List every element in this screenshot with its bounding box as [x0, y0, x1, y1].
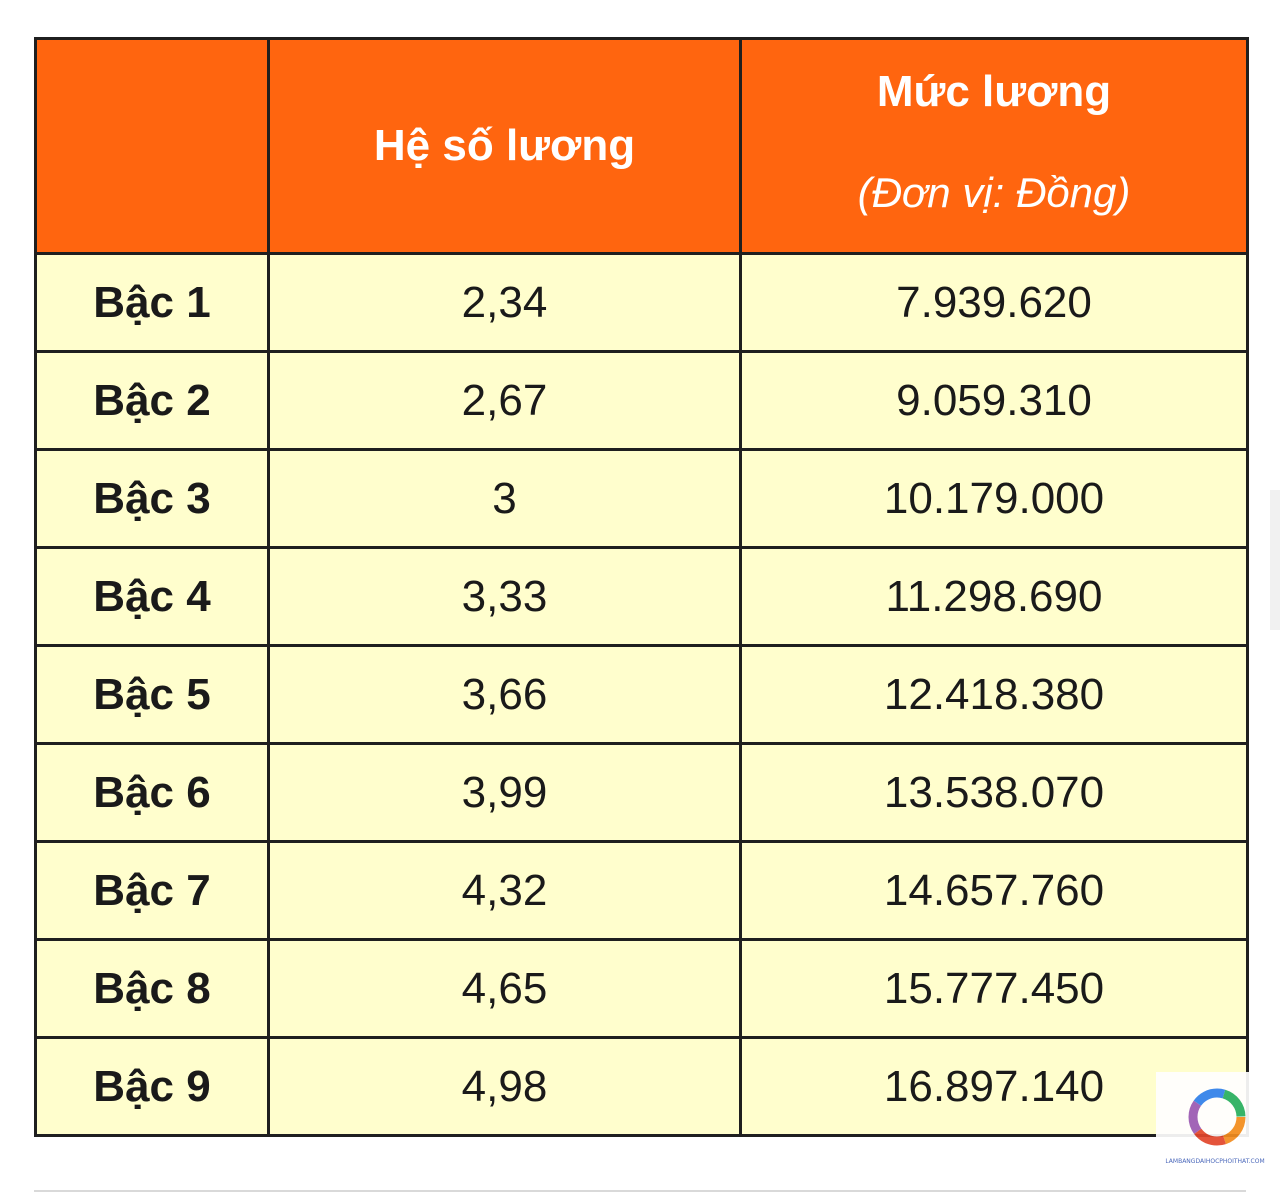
coefficient-cell: 2,67 [267, 350, 742, 451]
header-blank-cell [34, 37, 270, 255]
table-row: Bậc 2 2,67 9.059.310 [34, 350, 1249, 451]
salary-cell: 11.298.690 [739, 546, 1249, 647]
grade-cell: Bậc 8 [34, 938, 270, 1039]
table-row: Bậc 1 2,34 7.939.620 [34, 252, 1249, 353]
salary-cell: 15.777.450 [739, 938, 1249, 1039]
salary-cell: 12.418.380 [739, 644, 1249, 745]
salary-cell: 7.939.620 [739, 252, 1249, 353]
grade-cell: Bậc 5 [34, 644, 270, 745]
header-salary-title: Mức lương [876, 67, 1112, 116]
watermark: LAMBANGDAIHOCPHOITHAT.COM [1156, 1072, 1274, 1168]
grade-cell: Bậc 7 [34, 840, 270, 941]
coefficient-cell: 2,34 [267, 252, 742, 353]
grade-cell: Bậc 6 [34, 742, 270, 843]
salary-cell: 14.657.760 [739, 840, 1249, 941]
scrollbar-track[interactable] [1270, 490, 1280, 630]
salary-cell: 10.179.000 [739, 448, 1249, 549]
salary-table: Hệ số lương Mức lương (Đơn vị: Đồng) Bậc… [34, 37, 1249, 1137]
grade-cell: Bậc 1 [34, 252, 270, 353]
coefficient-cell: 4,98 [267, 1036, 742, 1137]
watermark-text: LAMBANGDAIHOCPHOITHAT.COM [1165, 1158, 1265, 1165]
header-salary-unit: (Đơn vị: Đồng) [857, 169, 1131, 216]
coefficient-cell: 3,66 [267, 644, 742, 745]
header-salary: Mức lương (Đơn vị: Đồng) [739, 37, 1249, 255]
coefficient-cell: 3 [267, 448, 742, 549]
table-row: Bậc 3 3 10.179.000 [34, 448, 1249, 549]
coefficient-cell: 4,32 [267, 840, 742, 941]
salary-cell: 13.538.070 [739, 742, 1249, 843]
page-divider [34, 1190, 1246, 1192]
coefficient-cell: 4,65 [267, 938, 742, 1039]
salary-cell: 9.059.310 [739, 350, 1249, 451]
table-row: Bậc 8 4,65 15.777.450 [34, 938, 1249, 1039]
table-header-row: Hệ số lương Mức lương (Đơn vị: Đồng) [34, 37, 1249, 255]
grade-cell: Bậc 4 [34, 546, 270, 647]
table-row: Bậc 4 3,33 11.298.690 [34, 546, 1249, 647]
coefficient-cell: 3,33 [267, 546, 742, 647]
table-row: Bậc 5 3,66 12.418.380 [34, 644, 1249, 745]
grade-cell: Bậc 2 [34, 350, 270, 451]
circular-logo-icon [1188, 1088, 1246, 1146]
table-row: Bậc 6 3,99 13.538.070 [34, 742, 1249, 843]
table-row: Bậc 7 4,32 14.657.760 [34, 840, 1249, 941]
table-row: Bậc 9 4,98 16.897.140 [34, 1036, 1249, 1137]
header-coefficient: Hệ số lương [267, 37, 742, 255]
grade-cell: Bậc 9 [34, 1036, 270, 1137]
grade-cell: Bậc 3 [34, 448, 270, 549]
coefficient-cell: 3,99 [267, 742, 742, 843]
